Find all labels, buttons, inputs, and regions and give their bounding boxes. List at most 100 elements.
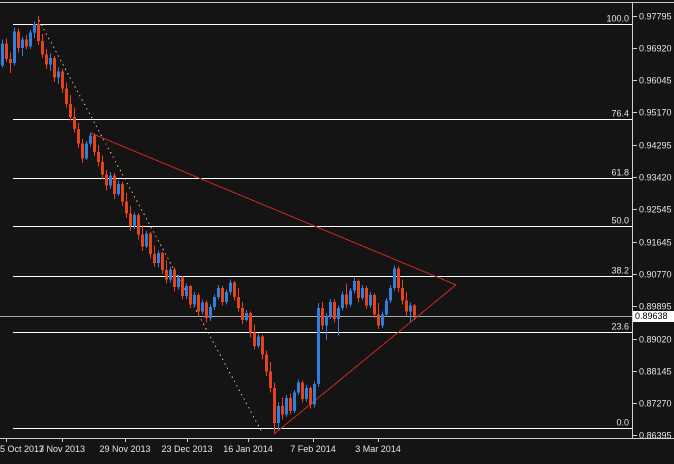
candle bbox=[141, 225, 144, 252]
candle bbox=[193, 292, 196, 307]
candle bbox=[321, 301, 324, 331]
candle bbox=[281, 397, 284, 420]
candle bbox=[357, 279, 360, 303]
candle bbox=[181, 276, 184, 300]
candle bbox=[361, 284, 364, 301]
candle bbox=[381, 311, 384, 329]
price-axis-label: 0.95170 bbox=[639, 108, 672, 118]
candle bbox=[273, 382, 276, 433]
candle bbox=[293, 389, 296, 413]
candle bbox=[13, 27, 16, 66]
fib-label-50.0: 50.0 bbox=[611, 216, 629, 226]
price-axis[interactable]: 0.97795 0.96920 0.96045 0.95170 0.94295 0.934… bbox=[632, 12, 672, 441]
candle bbox=[369, 292, 372, 309]
candle bbox=[297, 379, 300, 396]
candle bbox=[113, 173, 116, 199]
candle bbox=[117, 180, 120, 196]
candle bbox=[9, 52, 12, 73]
price-axis-label: 0.89020 bbox=[639, 335, 672, 345]
candle bbox=[37, 16, 40, 46]
time-axis-label: 23 Dec 2013 bbox=[161, 444, 212, 454]
candle bbox=[329, 298, 332, 320]
candle bbox=[89, 132, 92, 147]
candle bbox=[325, 312, 328, 340]
candle bbox=[149, 231, 152, 259]
time-axis-label: 5 Oct 2013 bbox=[0, 444, 44, 454]
candle bbox=[121, 181, 124, 207]
time-axis-label: 16 Jan 2014 bbox=[223, 444, 273, 454]
candle bbox=[161, 251, 164, 274]
window-top-border bbox=[0, 2, 674, 3]
candle bbox=[129, 206, 132, 231]
candle bbox=[41, 34, 44, 59]
candle bbox=[341, 291, 344, 311]
candle bbox=[85, 140, 88, 160]
descending-dashed-trendline[interactable] bbox=[38, 19, 262, 431]
candle bbox=[93, 133, 96, 157]
price-axis-label: 0.93420 bbox=[639, 173, 672, 183]
candle bbox=[413, 303, 416, 321]
fib-label-0.0: 0.0 bbox=[616, 418, 629, 428]
candle bbox=[81, 138, 84, 163]
candle bbox=[177, 274, 180, 290]
triangle-lower-trendline[interactable] bbox=[273, 284, 457, 435]
time-axis-label: 7 Feb 2014 bbox=[290, 444, 336, 454]
candle bbox=[225, 289, 228, 305]
candle bbox=[133, 212, 136, 229]
fib-label-76.4: 76.4 bbox=[611, 109, 629, 119]
candle bbox=[157, 250, 160, 268]
candle bbox=[353, 277, 356, 294]
candle bbox=[201, 299, 204, 315]
price-axis-label: 0.97795 bbox=[639, 12, 672, 22]
candle bbox=[17, 28, 20, 53]
candle bbox=[169, 266, 172, 283]
candle bbox=[101, 155, 104, 180]
triangle-upper-trendline[interactable] bbox=[89, 132, 457, 286]
candle bbox=[45, 48, 48, 70]
candle bbox=[217, 284, 220, 300]
price-axis-label: 0.86395 bbox=[639, 431, 672, 441]
current-price-tag: 0.89638 bbox=[633, 311, 674, 322]
candle bbox=[229, 279, 232, 296]
candle bbox=[57, 67, 60, 84]
candle bbox=[245, 309, 248, 322]
candle bbox=[237, 287, 240, 312]
fib-label-100.0: 100.0 bbox=[606, 14, 629, 24]
candle bbox=[269, 362, 272, 393]
candle bbox=[265, 350, 268, 377]
candle bbox=[305, 385, 308, 402]
candle bbox=[5, 38, 8, 62]
candle bbox=[165, 260, 168, 284]
candle bbox=[77, 123, 80, 149]
fibonacci-retracement[interactable]: 100.0 76.4 61.8 50.0 38.2 23.6 0.0 bbox=[13, 14, 632, 429]
candle bbox=[257, 333, 260, 349]
candle bbox=[349, 287, 352, 307]
candle bbox=[253, 324, 256, 350]
price-axis-label: 0.89895 bbox=[639, 302, 672, 312]
candle bbox=[189, 284, 192, 309]
candle bbox=[109, 172, 112, 189]
candle bbox=[233, 281, 236, 301]
candle bbox=[397, 266, 400, 293]
trendlines[interactable] bbox=[38, 19, 457, 435]
price-axis-label: 0.87270 bbox=[639, 399, 672, 409]
candle bbox=[105, 170, 108, 191]
candle bbox=[393, 265, 396, 291]
price-axis-label: 0.92545 bbox=[639, 205, 672, 215]
candle bbox=[249, 311, 252, 338]
candle bbox=[285, 395, 288, 418]
candle bbox=[221, 285, 224, 306]
candle bbox=[385, 298, 388, 318]
candle bbox=[345, 283, 348, 309]
candle bbox=[145, 230, 148, 249]
candle bbox=[137, 213, 140, 240]
candle bbox=[289, 393, 292, 415]
candle bbox=[29, 29, 32, 49]
price-axis-label: 0.94295 bbox=[639, 141, 672, 151]
price-axis-label: 0.90770 bbox=[639, 270, 672, 280]
candle bbox=[401, 279, 404, 305]
candle bbox=[277, 402, 280, 430]
candle bbox=[209, 304, 212, 321]
